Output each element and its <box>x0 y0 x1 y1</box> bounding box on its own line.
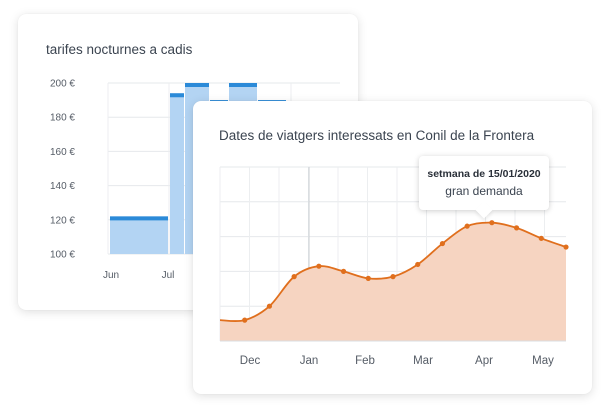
area-point-13 <box>538 235 544 241</box>
area-point-5 <box>340 268 347 274</box>
area-point-7 <box>390 274 396 280</box>
bar-0 <box>110 216 168 254</box>
bar-x-tick: Jul <box>162 270 175 281</box>
bar-cap-1 <box>170 93 184 98</box>
area-x-tick: Dec <box>240 355 261 367</box>
area-point-6 <box>365 275 371 281</box>
tooltip-label: gran demanda <box>445 184 523 198</box>
area-x-tick: Mar <box>413 355 433 367</box>
area-x-tick: Apr <box>475 355 493 367</box>
tooltip-date: setmana de 15/01/2020 <box>427 168 541 180</box>
bar-cap-2 <box>185 83 209 87</box>
bar-y-tick: 140 € <box>50 181 75 192</box>
area-point-11 <box>489 220 495 226</box>
area-x-tick: May <box>532 355 554 367</box>
bar-y-tick: 120 € <box>50 215 75 226</box>
area-point-1 <box>242 317 248 323</box>
area-x-tick: Feb <box>355 355 375 367</box>
area-point-8 <box>415 261 421 268</box>
bar-x-tick: Jun <box>103 270 119 281</box>
bar-cap-0 <box>110 216 168 221</box>
area-x-tick: Jan <box>300 355 319 367</box>
area-point-4 <box>316 263 322 269</box>
traveler-interest-chart: Dec Jan Feb Mar Apr May <box>219 166 569 367</box>
area-point-2 <box>266 303 273 309</box>
area-point-3 <box>291 274 297 280</box>
bar-y-tick: 100 € <box>50 250 75 261</box>
area-fill <box>220 222 566 341</box>
bar-y-tick: 200 € <box>50 79 75 90</box>
bar-cap-4 <box>229 83 257 87</box>
bar-y-tick: 160 € <box>50 147 75 158</box>
area-point-9 <box>439 240 446 247</box>
area-point-10 <box>464 223 470 229</box>
area-point-12 <box>513 225 520 231</box>
bar-y-tick: 180 € <box>50 113 75 124</box>
area-point-14 <box>563 244 569 250</box>
traveler-interest-title: Dates de viatgers interessats en Conil d… <box>219 128 535 143</box>
traveler-interest-card: Dates de viatgers interessats en Conil d… <box>193 101 592 394</box>
nightly-rates-title: tarifes nocturnes a cadis <box>46 42 193 57</box>
demand-tooltip: setmana de 15/01/2020 gran demanda <box>419 156 549 210</box>
bar-1 <box>170 93 184 254</box>
